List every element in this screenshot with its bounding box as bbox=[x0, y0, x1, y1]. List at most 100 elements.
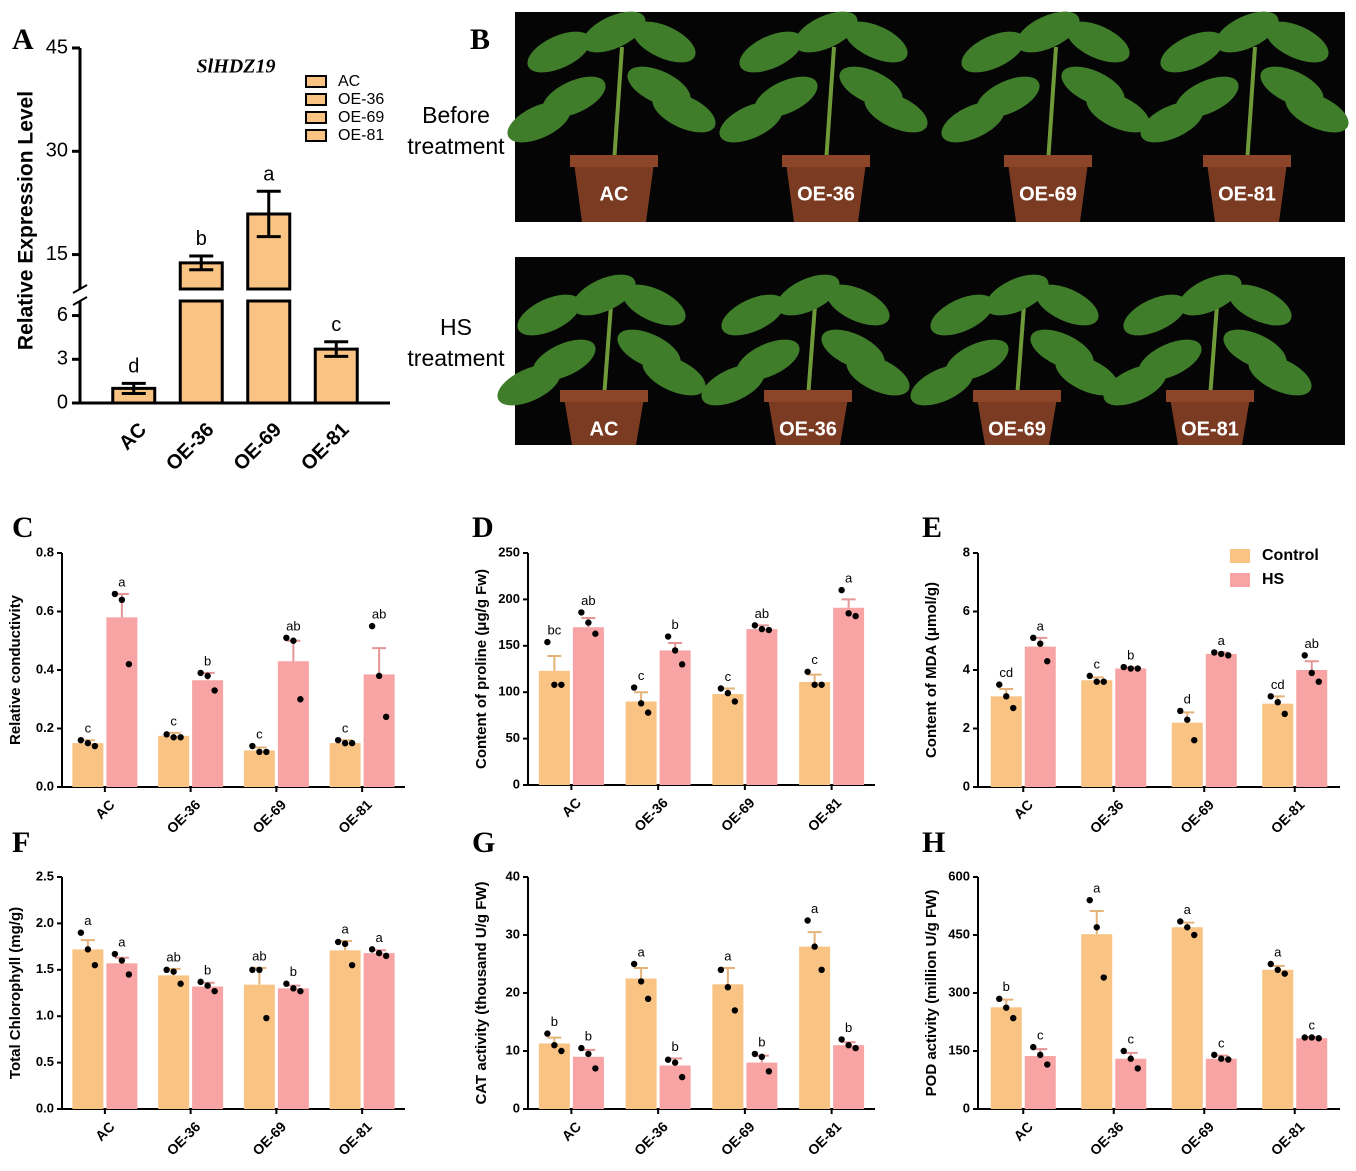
legend-swatch bbox=[305, 93, 327, 106]
x-tick-label: OE-36 bbox=[631, 1118, 671, 1158]
replicate-point bbox=[256, 966, 263, 973]
significance-letter: cd bbox=[1271, 677, 1285, 692]
x-tick-label: OE-36 bbox=[1087, 796, 1127, 836]
replicate-point bbox=[118, 957, 126, 964]
row-label: Before treatment bbox=[407, 102, 505, 159]
significance-letter: b bbox=[204, 653, 211, 668]
bar bbox=[192, 986, 224, 1109]
significance-letter: ab bbox=[286, 618, 300, 633]
leaf bbox=[572, 274, 636, 316]
replicate-point bbox=[211, 987, 218, 995]
bar bbox=[246, 212, 292, 405]
panel-letter: F bbox=[12, 826, 30, 859]
y-tick-label: 600 bbox=[948, 868, 970, 883]
replicate-point bbox=[1267, 693, 1274, 700]
x-tick-label: OE-69 bbox=[249, 1118, 289, 1158]
axis-break bbox=[72, 284, 88, 306]
leaf bbox=[642, 354, 706, 396]
leaf bbox=[1123, 294, 1187, 336]
significance-letter: a bbox=[1184, 902, 1192, 917]
replicate-point bbox=[77, 929, 85, 936]
replicate-point bbox=[751, 1050, 759, 1058]
error-bar bbox=[547, 655, 562, 671]
pot-rim bbox=[973, 390, 1061, 402]
significance-letter: c bbox=[1094, 656, 1101, 671]
replicate-point bbox=[163, 966, 170, 973]
bar bbox=[329, 743, 361, 787]
replicate-point bbox=[297, 987, 304, 995]
leaf bbox=[1248, 354, 1312, 396]
bar bbox=[1024, 1056, 1056, 1109]
significance-letter: ab bbox=[372, 607, 386, 622]
leaf bbox=[826, 284, 890, 326]
replicate-point bbox=[838, 1036, 845, 1043]
x-tick-label: OE-69 bbox=[249, 796, 289, 836]
y-tick-label: 2.5 bbox=[36, 868, 54, 883]
error-bar bbox=[634, 967, 649, 979]
significance-letter: c bbox=[638, 668, 645, 683]
leaf bbox=[739, 31, 803, 73]
replicate-point bbox=[724, 689, 732, 697]
replicate-point bbox=[118, 596, 126, 603]
x-tick-label: OE-36 bbox=[631, 794, 671, 834]
y-tick-label: 0 bbox=[513, 776, 520, 791]
replicate-point bbox=[348, 739, 356, 747]
legend-label: Control bbox=[1262, 547, 1319, 564]
panel-letter: A bbox=[12, 23, 34, 56]
replicate-point bbox=[818, 966, 825, 973]
replicate-point bbox=[585, 619, 592, 626]
bar bbox=[990, 696, 1022, 787]
leaf bbox=[1285, 91, 1349, 133]
replicate-point bbox=[211, 687, 218, 694]
replicate-point bbox=[249, 966, 256, 973]
bar bbox=[1171, 927, 1203, 1109]
replicate-point bbox=[804, 668, 811, 675]
significance-letter: a bbox=[1218, 633, 1226, 648]
replicate-point bbox=[348, 961, 356, 969]
leaf bbox=[1265, 21, 1329, 63]
pot bbox=[786, 163, 866, 222]
x-tick-label: OE-81 bbox=[335, 1118, 375, 1158]
replicate-point bbox=[204, 672, 211, 680]
replicate-point bbox=[811, 943, 818, 950]
replicate-point bbox=[1044, 658, 1051, 665]
replicate-point bbox=[671, 647, 679, 654]
leaf bbox=[844, 21, 908, 63]
bar bbox=[277, 988, 309, 1109]
y-axis-label: Total Chlorophyll (mg/g) bbox=[7, 907, 24, 1079]
bar bbox=[1081, 680, 1113, 787]
y-tick-label: 0.6 bbox=[36, 603, 54, 618]
bar bbox=[329, 950, 361, 1109]
legend-swatch bbox=[1230, 549, 1250, 563]
bar bbox=[746, 629, 778, 785]
leaf bbox=[1215, 11, 1279, 53]
bar bbox=[1171, 722, 1203, 787]
significance-letter: c bbox=[1037, 1028, 1044, 1043]
bar bbox=[1115, 1058, 1147, 1109]
y-tick-label: 15 bbox=[46, 243, 68, 265]
bar bbox=[192, 680, 224, 787]
replicate-point bbox=[544, 638, 551, 646]
x-tick-label: OE-36 bbox=[1087, 1118, 1127, 1158]
significance-letter: a bbox=[118, 934, 126, 949]
replicate-point bbox=[1003, 1004, 1010, 1011]
leaf bbox=[632, 21, 696, 63]
plant-stem bbox=[1245, 46, 1257, 164]
replicate-point bbox=[731, 1007, 739, 1014]
replicate-point bbox=[717, 685, 725, 692]
bar bbox=[572, 1056, 604, 1109]
replicate-point bbox=[111, 590, 119, 598]
replicate-point bbox=[592, 630, 599, 637]
replicate-point bbox=[177, 980, 184, 987]
pot-label: OE-69 bbox=[988, 418, 1046, 440]
replicate-point bbox=[263, 748, 270, 756]
replicate-point bbox=[334, 737, 342, 744]
replicate-point bbox=[341, 739, 349, 747]
significance-letter: b bbox=[204, 962, 211, 977]
y-tick-label: 1.5 bbox=[36, 961, 54, 976]
bar bbox=[625, 701, 657, 785]
panel-letter: B bbox=[470, 23, 490, 56]
replicate-point bbox=[1211, 1051, 1218, 1059]
replicate-point bbox=[368, 622, 376, 630]
replicate-point bbox=[1315, 1035, 1322, 1042]
